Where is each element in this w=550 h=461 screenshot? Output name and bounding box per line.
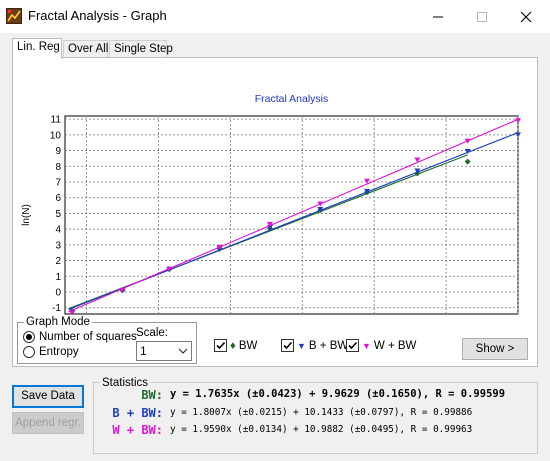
- radio-button[interactable]: [23, 346, 35, 358]
- stat-row-b-bw: B + BW: y = 1.8007x (±0.0215) + 10.1433 …: [94, 406, 529, 422]
- diamond-icon: ♦: [230, 339, 236, 352]
- check-w-bw[interactable]: ▼ W + BW: [346, 339, 416, 352]
- y-tick-label: 2: [55, 256, 61, 267]
- tab-over-all[interactable]: Over All: [63, 40, 108, 58]
- data-point: [266, 221, 273, 227]
- data-point: [464, 138, 471, 144]
- check-b-bw[interactable]: ▼ B + BW: [281, 339, 348, 352]
- y-tick-label: 8: [55, 162, 61, 173]
- checkbox[interactable]: [281, 339, 294, 352]
- close-button[interactable]: [504, 2, 548, 32]
- y-tick-label: 1: [55, 272, 61, 283]
- tab-panel: Fractal Analysis-6-5-4-3-2-10-1012345678…: [12, 57, 538, 367]
- tab-lin-reg[interactable]: Lin. Reg: [12, 38, 62, 59]
- scale-value: 1: [140, 344, 147, 358]
- tab-label: Lin. Reg: [17, 41, 60, 53]
- maximize-icon: [477, 12, 487, 22]
- stat-equation: y = 1.8007x (±0.0215) + 10.1433 (±0.0797…: [170, 407, 473, 418]
- y-tick-label: -1: [52, 303, 61, 314]
- maximize-button[interactable]: [460, 2, 504, 32]
- client-area: Lin. Reg Over All Single Step Fractal An…: [0, 33, 550, 461]
- data-point: [414, 157, 421, 163]
- data-point: [364, 178, 370, 184]
- data-point: [414, 168, 421, 174]
- y-tick-label: 0: [55, 288, 61, 299]
- y-tick-label: 4: [55, 225, 61, 236]
- y-tick-label: 10: [50, 130, 62, 141]
- triangle-down-icon: ▼: [362, 340, 371, 351]
- stat-equation: y = 1.9590x (±0.0134) + 10.9882 (±0.0495…: [170, 424, 473, 435]
- data-point: [515, 132, 521, 138]
- radio-entropy[interactable]: Entropy: [23, 346, 79, 358]
- y-axis-label: ln(N): [21, 204, 32, 226]
- radio-label: Number of squares: [39, 331, 137, 343]
- stat-row-bw: BW: y = 1.7635x (±0.0423) + 9.9629 (±0.1…: [94, 388, 529, 404]
- stat-equation: y = 1.7635x (±0.0423) + 9.9629 (±0.1650)…: [170, 388, 506, 400]
- append-regr-button: Append regr.: [12, 412, 84, 434]
- graph-mode-title: Graph Mode: [24, 315, 92, 329]
- data-point: [69, 310, 76, 316]
- radio-label: Entropy: [39, 346, 79, 358]
- tab-label: Single Step: [114, 43, 173, 55]
- graph-mode-group: Graph Mode Number of squares Entropy Sca…: [17, 315, 197, 364]
- statistics-group: Statistics BW: y = 1.7635x (±0.0423) + 9…: [93, 376, 538, 454]
- checkbox[interactable]: [346, 339, 359, 352]
- stat-label: B + BW:: [112, 406, 163, 420]
- data-point: [216, 244, 223, 250]
- data-point: [464, 158, 471, 165]
- stat-label: BW:: [141, 388, 163, 402]
- chevron-down-icon: [178, 348, 188, 354]
- legend-label: BW: [238, 339, 258, 352]
- minimize-icon: [433, 16, 443, 18]
- y-tick-label: 7: [55, 178, 61, 189]
- checkbox[interactable]: [214, 339, 227, 352]
- tab-label: Over All: [68, 43, 109, 55]
- tab-single-step[interactable]: Single Step: [109, 40, 173, 58]
- scale-label: Scale:: [136, 327, 168, 339]
- save-data-button[interactable]: Save Data: [12, 385, 84, 408]
- y-tick-label: 9: [55, 146, 61, 157]
- window-title: Fractal Analysis - Graph: [28, 8, 167, 23]
- close-icon: [520, 11, 532, 23]
- data-point: [166, 266, 173, 272]
- radio-number-of-squares[interactable]: Number of squares: [23, 331, 137, 343]
- stat-row-w-bw: W + BW: y = 1.9590x (±0.0134) + 10.9882 …: [94, 423, 529, 439]
- data-point: [317, 207, 324, 212]
- data-point: [364, 188, 370, 194]
- radio-button[interactable]: [23, 331, 35, 343]
- triangle-down-icon: ▼: [297, 340, 306, 351]
- data-point: [317, 201, 324, 207]
- stat-label: W + BW:: [112, 423, 163, 437]
- y-tick-label: 5: [55, 209, 61, 220]
- app-icon: [6, 8, 22, 24]
- scale-select[interactable]: 1: [136, 341, 192, 361]
- statistics-title: Statistics: [100, 376, 151, 390]
- minimize-button[interactable]: [416, 2, 460, 32]
- y-tick-label: 6: [55, 193, 61, 204]
- legend-label: W + BW: [373, 339, 417, 352]
- y-tick-label: 11: [51, 115, 62, 126]
- title-bar: Fractal Analysis - Graph: [0, 0, 550, 33]
- fractal-chart: Fractal Analysis-6-5-4-3-2-10-1012345678…: [21, 93, 521, 316]
- plot-frame: [64, 115, 519, 315]
- data-point: [464, 148, 471, 154]
- show-button[interactable]: Show >: [462, 338, 528, 360]
- y-tick-label: 3: [55, 240, 61, 251]
- data-point: [515, 118, 521, 124]
- chart-title: Fractal Analysis: [255, 93, 329, 105]
- fit-line: [68, 118, 519, 313]
- legend-label: B + BW: [308, 339, 349, 352]
- check-bw[interactable]: ♦ BW: [214, 339, 257, 352]
- data-point: [119, 287, 126, 293]
